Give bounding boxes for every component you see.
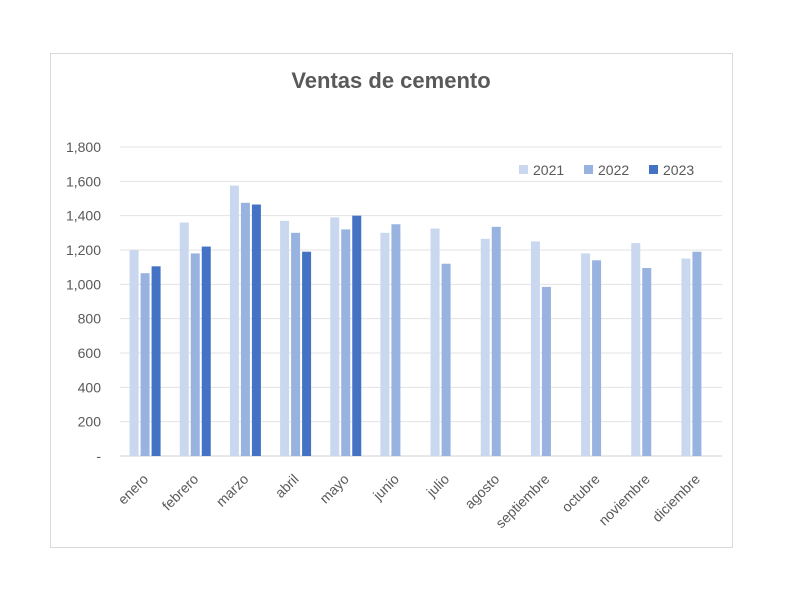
bar-2022-noviembre [642,268,652,456]
x-tick-label: mayo [316,471,352,507]
bar-2022-diciembre [692,251,702,456]
bar-2021-agosto [480,238,490,456]
bar-2021-mayo [330,217,340,456]
bar-2023-mayo [352,215,362,456]
bar-2021-marzo [229,185,239,456]
bar-2022-agosto [491,226,501,456]
bar-2023-abril [302,251,312,456]
bar-2022-abril [291,232,301,456]
bar-2021-abril [280,220,290,456]
bar-2022-marzo [240,202,250,456]
chart-title: Ventas de cemento [291,68,490,93]
legend: 2021 2022 2023 [519,162,694,178]
x-tick-label: octubre [558,471,602,515]
bar-2023-febrero [201,246,211,456]
bar-2022-septiembre [541,286,551,456]
x-tick-label: noviembre [595,471,653,529]
bar-2021-septiembre [530,241,540,456]
x-tick-label: agosto [461,471,502,512]
legend-label-2021: 2021 [533,162,564,178]
bar-2023-marzo [251,204,261,456]
bar-2021-octubre [581,253,591,456]
x-tick-label: marzo [213,471,252,510]
bar-2021-febrero [179,222,189,456]
y-tick-label: 1,000 [66,276,101,292]
bar-2022-mayo [341,229,351,456]
bar-2023-enero [151,266,161,456]
y-tick-label: 1,400 [66,208,101,224]
y-axis-ticks: - 200 400 600 800 1,000 1,200 1,400 1,600 1,800 [66,139,101,464]
x-tick-label: diciembre [649,471,703,525]
bar-2022-julio [441,263,451,456]
bar-2021-diciembre [681,258,691,456]
bars [129,185,702,456]
gridlines [120,146,722,457]
x-tick-label: julio [423,471,453,501]
y-tick-label: - [96,448,101,464]
x-tick-label: febrero [159,471,202,514]
y-tick-label: 200 [78,414,102,430]
legend-label-2022: 2022 [598,162,629,178]
x-tick-label: abril [272,471,302,501]
y-tick-label: 1,600 [66,173,101,189]
legend-swatch-2023 [649,165,658,174]
x-axis-ticks: enero febrero marzo abril mayo junio julio agos… [115,471,704,531]
y-tick-label: 800 [78,311,102,327]
bar-2022-junio [391,224,401,456]
y-tick-label: 1,800 [66,139,101,155]
x-tick-label: enero [115,471,152,508]
bar-2021-enero [129,250,139,456]
y-tick-label: 400 [78,379,102,395]
legend-swatch-2022 [584,165,593,174]
y-tick-label: 1,200 [66,242,101,258]
y-tick-label: 600 [78,345,102,361]
bar-2022-febrero [190,253,200,456]
bar-2021-julio [430,228,440,456]
bar-2022-enero [140,273,150,456]
bar-2021-junio [380,232,390,456]
bar-2021-noviembre [631,243,641,456]
bar-2022-octubre [592,260,602,456]
x-tick-label: junio [369,471,402,504]
legend-label-2023: 2023 [663,162,694,178]
legend-swatch-2021 [519,165,528,174]
x-tick-label: septiembre [492,471,552,531]
